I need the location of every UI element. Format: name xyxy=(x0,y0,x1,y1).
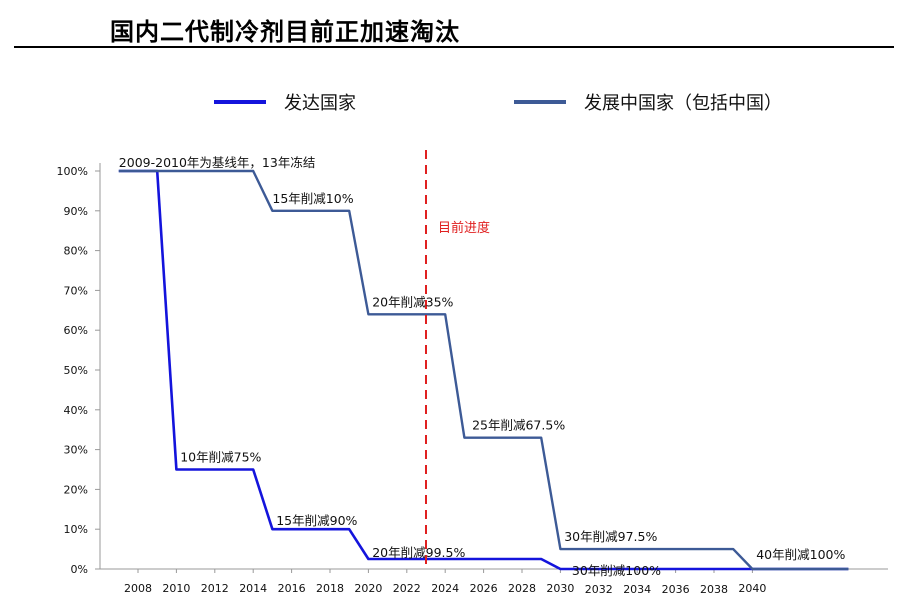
y-tick-label: 70% xyxy=(64,284,88,297)
y-tick-label: 30% xyxy=(64,444,88,457)
x-tick-label: 2038 xyxy=(700,583,728,596)
series-line-1 xyxy=(118,169,849,571)
y-tick-label: 40% xyxy=(64,404,88,417)
series-line-2 xyxy=(118,169,849,571)
x-tick-label: 2014 xyxy=(239,582,267,595)
y-tick-label: 90% xyxy=(64,205,88,218)
x-tick-label: 2018 xyxy=(316,582,344,595)
annotation-label: 40年削减100% xyxy=(756,547,845,562)
annotation-label: 10年削减75% xyxy=(180,450,261,465)
legend-label-1: 发达国家 xyxy=(284,93,356,114)
x-tick-label: 2022 xyxy=(393,582,421,595)
annotation-label: 30年削减100% xyxy=(572,563,661,578)
annotation-label: 20年削减35% xyxy=(372,294,453,309)
y-tick-label: 10% xyxy=(64,523,88,536)
x-tick-label: 2024 xyxy=(431,582,459,595)
x-tick-label: 2012 xyxy=(201,582,229,595)
x-tick-label: 2036 xyxy=(662,583,690,596)
current-progress-label: 目前进度 xyxy=(438,220,490,236)
annotation-label: 30年削减97.5% xyxy=(564,529,657,544)
x-tick-label: 2034 xyxy=(623,583,651,596)
x-tick-label: 2016 xyxy=(278,582,306,595)
y-tick-label: 80% xyxy=(64,245,88,258)
annotation-label: 15年削减10% xyxy=(272,191,353,206)
title-bar: 国内二代制冷剂目前正加速淘汰 xyxy=(14,6,894,48)
x-tick-label: 2008 xyxy=(124,582,152,595)
x-tick-label: 2010 xyxy=(162,582,190,595)
x-tick-label: 2032 xyxy=(585,583,613,596)
y-tick-label: 50% xyxy=(64,364,88,377)
marker-layer: 目前进度 xyxy=(425,150,490,569)
y-tick-label: 100% xyxy=(57,165,88,178)
annotation-label: 15年削减90% xyxy=(276,513,357,528)
series-layer xyxy=(118,169,849,571)
x-tick-label: 2040 xyxy=(738,582,766,595)
x-tick-label: 2028 xyxy=(508,582,536,595)
x-tick-label: 2030 xyxy=(546,582,574,595)
y-tick-label: 60% xyxy=(64,324,88,337)
y-tick-label: 20% xyxy=(64,483,88,496)
page-title: 国内二代制冷剂目前正加速淘汰 xyxy=(110,17,460,46)
annotation-label: 2009-2010年为基线年，13年冻结 xyxy=(119,155,316,170)
annotation-label: 25年削减67.5% xyxy=(472,418,565,433)
x-tick-label: 2020 xyxy=(354,582,382,595)
x-tick-label: 2026 xyxy=(470,582,498,595)
annotation-label: 20年削减99.5% xyxy=(372,545,465,560)
legend-label-2: 发展中国家（包括中国） xyxy=(584,93,782,114)
y-tick-label: 0% xyxy=(71,563,88,576)
annotation-layer: 2009-2010年为基线年，13年冻结 15年削减10% 20年削减35% 25年削… xyxy=(119,155,846,578)
legend: 发达国家 发展中国家（包括中国） xyxy=(214,93,782,114)
